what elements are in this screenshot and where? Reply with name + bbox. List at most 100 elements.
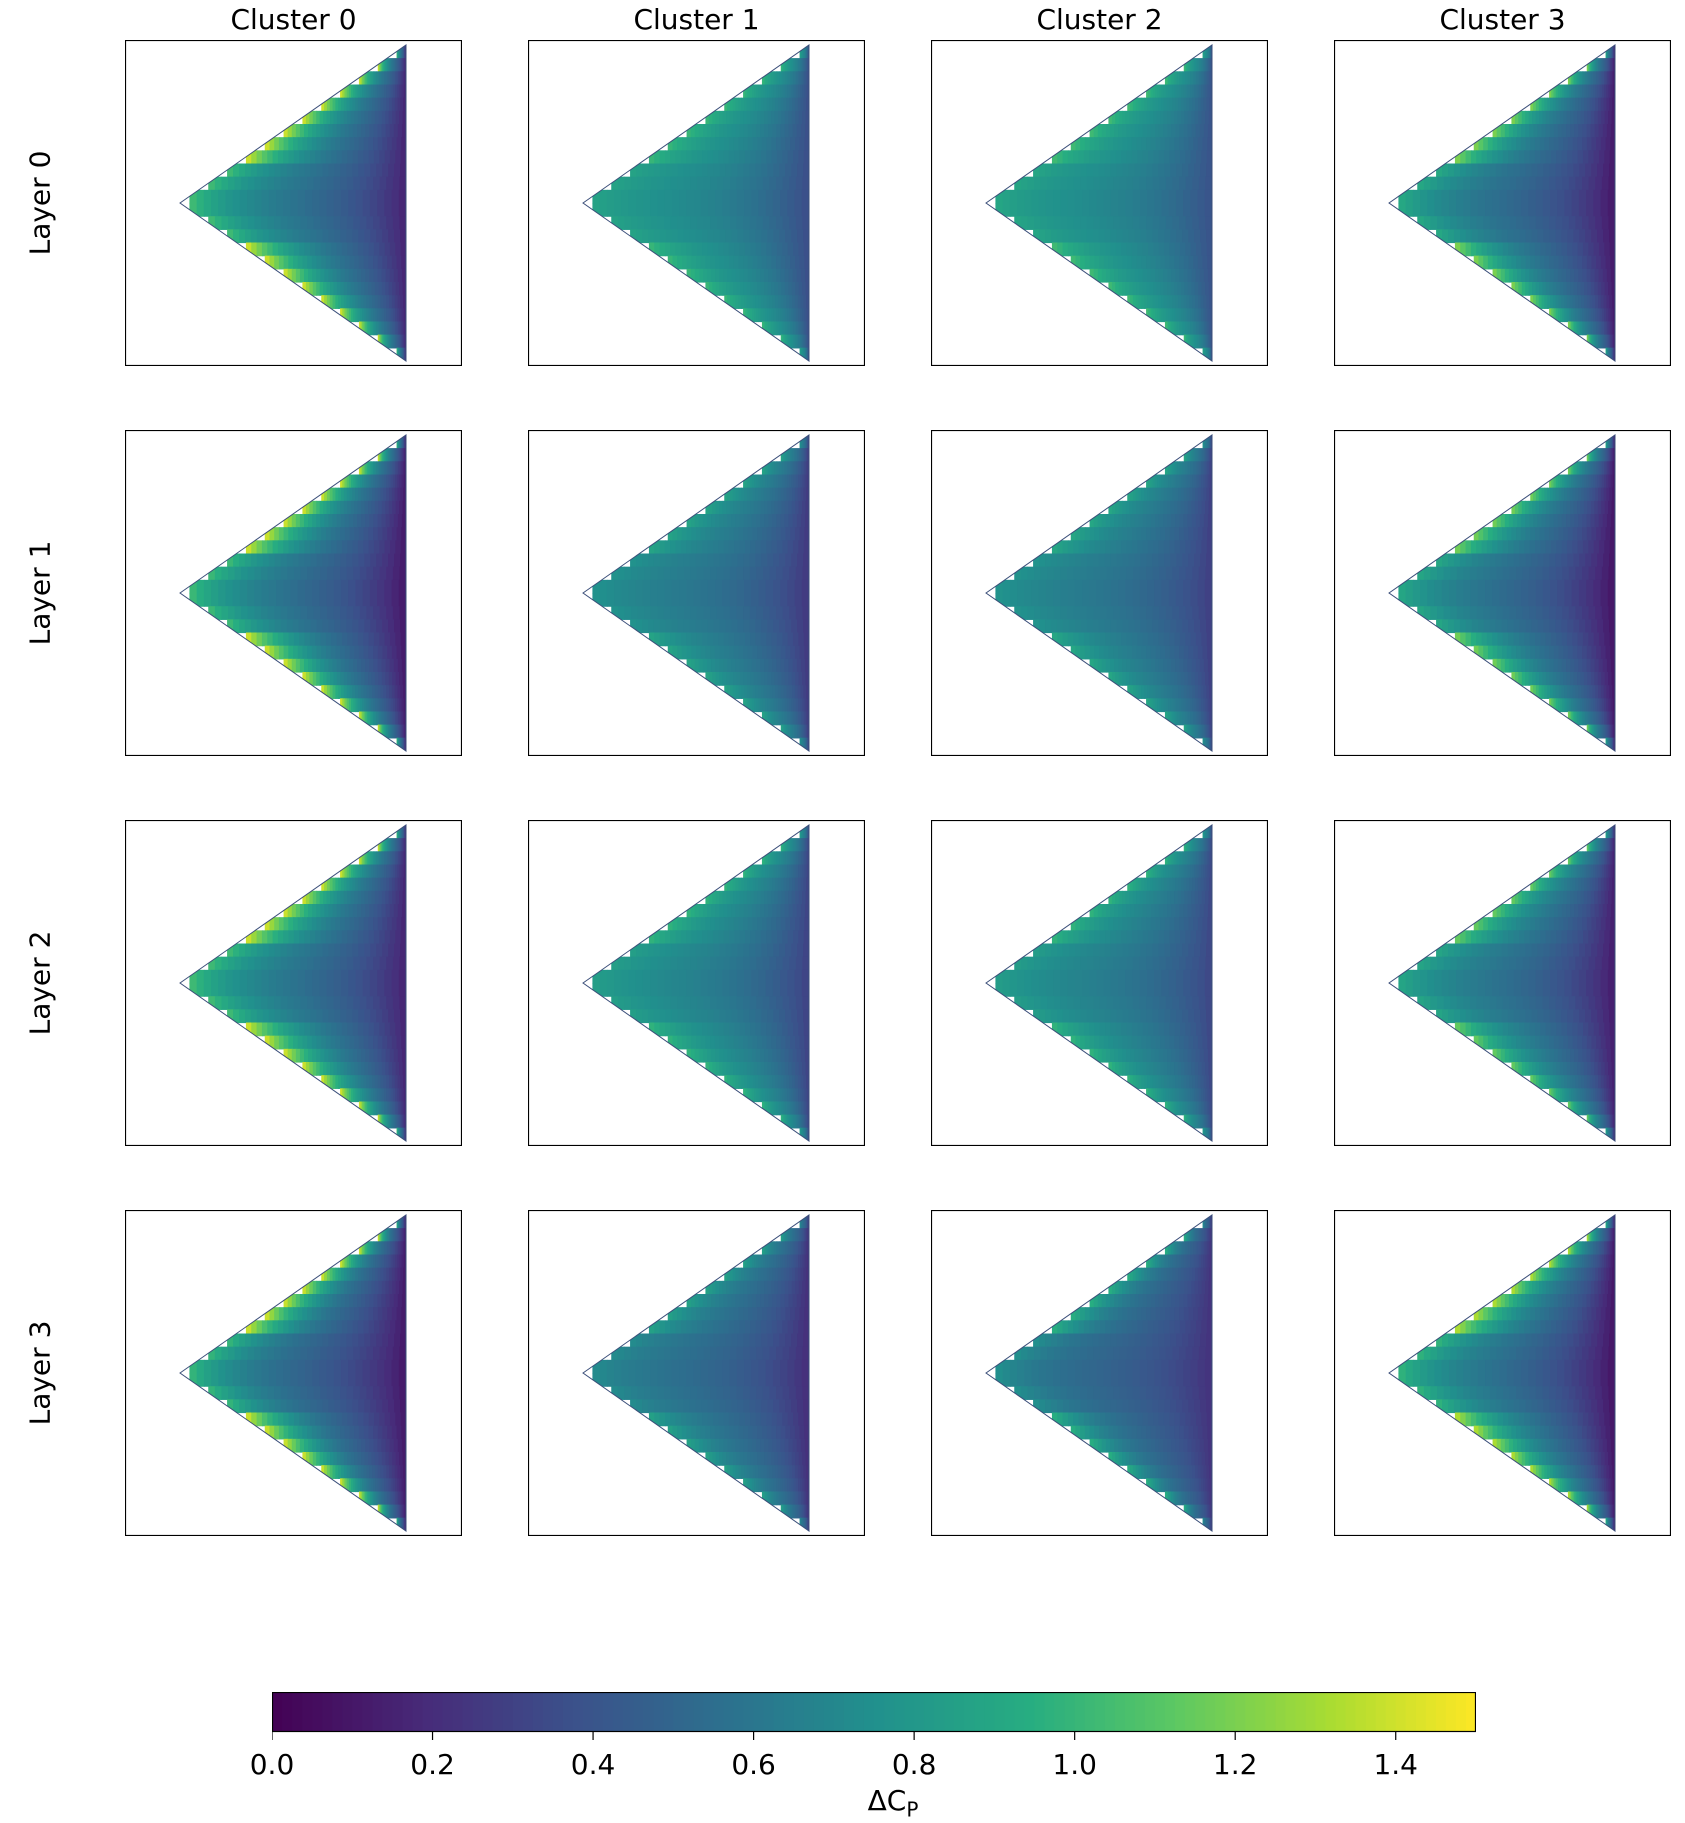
- heatmap-cell: [715, 189, 723, 204]
- heatmap-cell: [319, 593, 328, 607]
- heatmap-cell: [1590, 58, 1593, 72]
- heatmap-cell: [1545, 242, 1552, 257]
- heatmap-cell: [1170, 308, 1174, 323]
- heatmap-cell: [391, 487, 396, 502]
- heatmap-cell: [1187, 268, 1193, 283]
- heatmap-cell: [370, 474, 374, 489]
- heatmap-cell: [357, 268, 362, 283]
- heatmap-cell: [1586, 84, 1590, 99]
- heatmap-cell: [1573, 110, 1578, 125]
- heatmap-cell: [728, 255, 735, 270]
- heatmap-cell: [1197, 71, 1201, 86]
- heatmap-cell: [728, 540, 735, 555]
- heatmap-cell: [1206, 229, 1212, 244]
- heatmap-cell: [1062, 150, 1069, 165]
- heatmap-cell: [1485, 203, 1493, 217]
- heatmap-cell: [1208, 58, 1210, 72]
- heatmap-cell: [706, 658, 712, 673]
- heatmap-cell: [1096, 189, 1105, 204]
- heatmap-cell: [374, 97, 379, 112]
- heatmap-cell: [1598, 334, 1600, 349]
- heatmap-cell: [1188, 255, 1194, 270]
- heatmap-cell: [1110, 242, 1117, 257]
- heatmap-cell: [773, 229, 780, 244]
- heatmap-cell: [1060, 566, 1068, 581]
- heatmap-cell: [788, 268, 794, 283]
- heatmap-cell: [389, 334, 391, 349]
- heatmap-cell: [1161, 189, 1170, 204]
- heatmap-cell: [364, 308, 368, 323]
- heatmap-cell: [787, 593, 796, 607]
- heatmap-cell: [693, 593, 702, 607]
- heatmap-cell: [371, 321, 374, 336]
- heatmap-cell: [370, 163, 377, 178]
- heatmap-cell: [1172, 685, 1176, 699]
- heatmap-cell: [1157, 698, 1160, 713]
- heatmap-cell: [1471, 229, 1479, 244]
- heatmap-cell: [321, 137, 327, 151]
- heatmap-cell: [749, 685, 754, 699]
- heatmap-cell: [1033, 163, 1040, 178]
- heatmap-cell: [274, 176, 282, 191]
- heatmap-cell: [677, 137, 683, 151]
- heatmap-cell: [1575, 84, 1579, 99]
- heatmap-cell: [1146, 698, 1149, 713]
- heatmap-cell: [1580, 282, 1585, 296]
- heatmap-cell: [1612, 58, 1614, 72]
- heatmap-cell: [346, 566, 354, 581]
- heatmap-cell: [287, 176, 295, 191]
- heatmap-cell: [374, 282, 379, 296]
- heatmap-cell: [792, 724, 795, 739]
- heatmap-cell: [1182, 553, 1189, 568]
- heatmap-cell: [404, 321, 406, 336]
- heatmap-cell: [791, 58, 793, 72]
- heatmap-cell: [394, 295, 399, 309]
- heatmap-cell: [1518, 110, 1523, 125]
- heatmap-cell: [323, 672, 328, 686]
- heatmap-cell: [792, 150, 799, 165]
- heatmap-cell: [719, 672, 724, 686]
- heatmap-cell: [196, 203, 205, 217]
- heatmap-cell: [1158, 150, 1165, 165]
- heatmap-cell: [368, 500, 373, 515]
- heatmap-cell: [325, 645, 332, 660]
- heatmap-cell: [765, 461, 768, 476]
- heatmap-cell: [1138, 658, 1144, 673]
- heatmap-cell: [1477, 189, 1486, 204]
- heatmap-cell: [1203, 58, 1206, 72]
- heatmap-cell: [1612, 308, 1615, 323]
- heatmap-cell: [387, 645, 393, 660]
- heatmap-cell: [686, 124, 692, 138]
- heatmap-cell: [1203, 268, 1209, 283]
- heatmap-cell: [1603, 295, 1608, 309]
- heatmap-cell: [1148, 308, 1152, 323]
- heatmap-cell: [729, 110, 734, 125]
- heatmap-cell: [334, 229, 341, 244]
- heatmap-cell: [789, 698, 793, 713]
- heatmap-cell: [729, 500, 734, 515]
- heatmap-cell: [1168, 189, 1177, 204]
- heatmap-cell: [347, 632, 354, 647]
- heatmap-cell: [330, 672, 335, 686]
- heatmap-cell: [1089, 579, 1098, 594]
- heatmap-cell: [320, 540, 327, 555]
- heatmap-cell: [1469, 176, 1478, 191]
- heatmap-cell: [664, 632, 671, 647]
- heatmap-cell: [1168, 321, 1171, 336]
- heatmap-cell: [399, 566, 406, 581]
- heatmap-cell: [1569, 295, 1574, 309]
- heatmap-cell: [377, 593, 385, 607]
- heatmap-cell: [1198, 110, 1203, 125]
- heatmap-cell: [1606, 334, 1609, 349]
- heatmap-cell: [326, 606, 335, 620]
- heatmap-cell: [1147, 632, 1154, 647]
- heatmap-cell: [1163, 685, 1168, 699]
- heatmap-cell: [1062, 242, 1069, 257]
- heatmap-cell: [377, 268, 383, 283]
- heatmap-cell: [753, 110, 758, 125]
- heatmap-cell: [731, 619, 739, 634]
- heatmap-cell: [388, 619, 395, 634]
- heatmap-cell: [777, 295, 782, 309]
- heatmap-cell: [1080, 553, 1088, 568]
- heatmap-cell: [1185, 216, 1193, 230]
